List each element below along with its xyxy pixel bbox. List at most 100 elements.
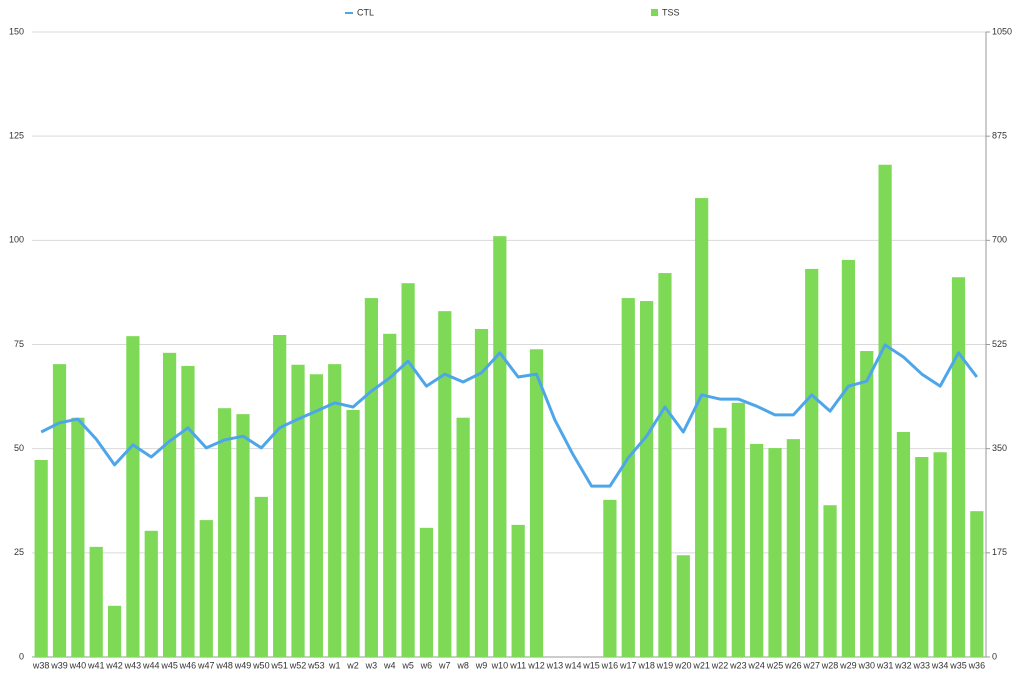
x-tick-label: w19 <box>656 660 674 670</box>
x-tick-label: w39 <box>50 660 68 670</box>
bar <box>456 417 470 657</box>
x-tick-label: w17 <box>619 660 637 670</box>
x-tick-label: w30 <box>857 660 875 670</box>
x-tick-label: w15 <box>582 660 600 670</box>
bar <box>731 402 745 657</box>
bar <box>658 273 672 657</box>
bar <box>951 277 966 657</box>
x-tick-label: w47 <box>197 660 215 670</box>
x-tick-label: w5 <box>401 660 414 670</box>
bar <box>860 351 874 657</box>
x-tick-label: w53 <box>307 660 325 670</box>
x-tick-label: w13 <box>546 660 564 670</box>
bar <box>621 298 635 657</box>
bar <box>328 364 342 657</box>
x-tick-label: w16 <box>601 660 619 670</box>
x-tick-label: w33 <box>913 660 931 670</box>
x-tick-label: w11 <box>509 660 526 670</box>
y2-tick-label: 1050 <box>992 26 1012 36</box>
x-tick-label: w49 <box>234 660 252 670</box>
bar <box>236 414 250 657</box>
x-tick-label: w12 <box>527 660 545 670</box>
y-tick-label: 100 <box>9 235 24 245</box>
x-tick-label: w14 <box>564 660 582 670</box>
bar <box>896 432 911 657</box>
y2-tick-label: 700 <box>992 235 1007 245</box>
bar <box>970 511 984 657</box>
bar <box>474 329 489 657</box>
bar <box>144 530 158 657</box>
x-tick-label: w9 <box>475 660 488 670</box>
x-tick-label: w3 <box>365 660 378 670</box>
x-tick-label: w29 <box>839 660 857 670</box>
y-tick-label: 25 <box>14 547 24 557</box>
bar <box>805 268 819 657</box>
bar <box>878 164 892 657</box>
x-tick-label: w44 <box>142 660 160 670</box>
x-tick-label: w43 <box>124 660 142 670</box>
bar <box>841 259 856 657</box>
x-tick-label: w20 <box>674 660 692 670</box>
x-tick-label: w8 <box>456 660 469 670</box>
x-tick-label: w45 <box>160 660 178 670</box>
x-tick-label: w24 <box>747 660 765 670</box>
y-tick-label: 50 <box>14 443 24 453</box>
bar <box>291 364 305 657</box>
legend-label: CTL <box>357 7 374 17</box>
bar <box>181 365 195 657</box>
x-tick-label: w52 <box>289 660 307 670</box>
x-tick-label: w31 <box>876 660 894 670</box>
x-tick-label: w34 <box>931 660 949 670</box>
y-tick-label: 0 <box>19 651 24 661</box>
x-tick-label: w36 <box>968 660 986 670</box>
y-tick-label: 125 <box>9 131 24 141</box>
bar <box>346 409 360 657</box>
bar <box>933 452 947 657</box>
y-tick-label: 75 <box>14 339 24 349</box>
x-tick-label: w40 <box>69 660 87 670</box>
bar <box>603 499 617 657</box>
x-tick-label: w38 <box>32 660 50 670</box>
legend-label: TSS <box>662 7 680 17</box>
bar <box>401 283 415 657</box>
x-tick-label: w2 <box>346 660 359 670</box>
bar <box>107 605 122 657</box>
bar <box>34 459 48 657</box>
x-tick-label: w25 <box>766 660 784 670</box>
x-tick-label: w41 <box>87 660 105 670</box>
bar <box>162 352 177 657</box>
x-tick-label: w32 <box>894 660 912 670</box>
bar <box>639 301 654 657</box>
x-tick-label: w18 <box>637 660 655 670</box>
x-tick-label: w51 <box>270 660 288 670</box>
x-tick-label: w26 <box>784 660 802 670</box>
x-tick-label: w7 <box>438 660 451 670</box>
y2-tick-label: 175 <box>992 547 1007 557</box>
y2-tick-label: 875 <box>992 131 1007 141</box>
bar <box>364 298 379 657</box>
x-tick-label: w1 <box>328 660 341 670</box>
bar <box>695 198 709 658</box>
bar <box>254 496 268 657</box>
bar <box>768 448 782 657</box>
bar <box>823 505 837 657</box>
bar <box>218 408 232 657</box>
x-tick-label: w27 <box>802 660 820 670</box>
line <box>40 343 979 488</box>
y2-tick-label: 525 <box>992 339 1007 349</box>
legend-swatch <box>651 9 658 16</box>
x-tick-label: w48 <box>215 660 233 670</box>
y2-tick-label: 0 <box>992 651 997 661</box>
bar <box>511 524 525 657</box>
bar <box>493 236 507 657</box>
bar <box>309 374 323 657</box>
bar <box>915 457 929 657</box>
x-tick-label: w35 <box>949 660 967 670</box>
bar <box>199 520 213 657</box>
x-tick-label: w23 <box>729 660 747 670</box>
bar <box>273 334 287 657</box>
bar <box>126 336 140 657</box>
bar <box>52 364 67 657</box>
bar <box>383 333 397 657</box>
